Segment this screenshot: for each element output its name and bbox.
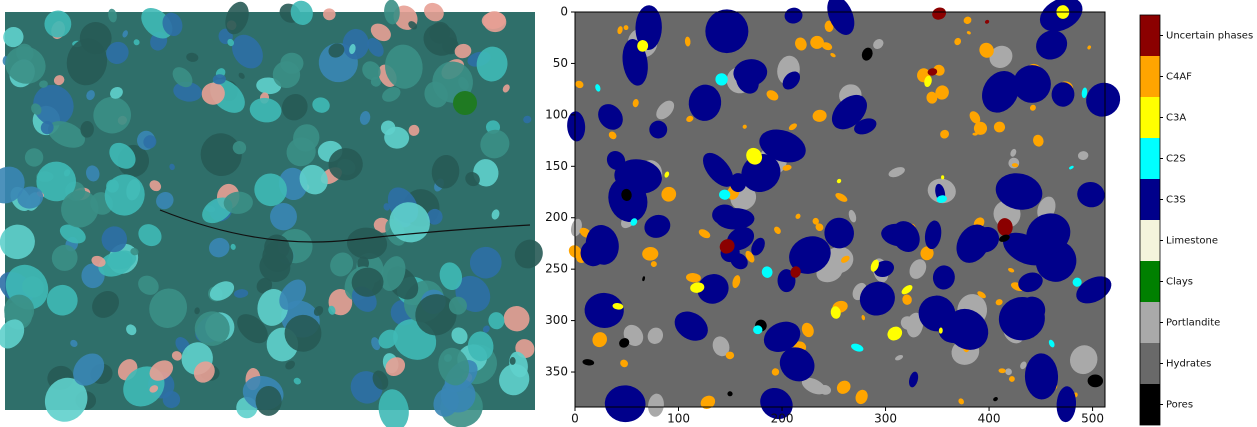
colorbar: Uncertain phases C4AF C3A C2S C3S Limestone Cl… xyxy=(1140,15,1253,425)
x-tick-label: 100 xyxy=(667,412,690,426)
y-tick-label: 100 xyxy=(545,107,568,121)
legend-swatch xyxy=(1140,343,1160,384)
phase-map xyxy=(566,0,1127,425)
micrograph xyxy=(0,0,548,427)
legend-swatch xyxy=(1140,56,1160,97)
figure: 0 100 200 300 400 500 0 50 100 150 200 250 300 350 Un… xyxy=(0,0,1257,427)
phase-region xyxy=(730,173,747,192)
x-tick-label: 300 xyxy=(874,412,897,426)
y-tick-label: 350 xyxy=(545,365,568,379)
x-tick-label: 500 xyxy=(1081,412,1104,426)
y-tick-label: 250 xyxy=(545,262,568,276)
x-tick-label: 400 xyxy=(978,412,1001,426)
legend-label: Pores xyxy=(1166,400,1193,411)
legend-swatch xyxy=(1140,220,1160,261)
grain xyxy=(453,91,477,115)
legend-swatch xyxy=(1140,179,1160,220)
legend-swatch xyxy=(1140,302,1160,343)
legend-swatch xyxy=(1140,97,1160,138)
legend-label: C4AF xyxy=(1166,72,1192,83)
y-tick-label: 150 xyxy=(545,159,568,173)
legend-label: Portlandite xyxy=(1166,318,1220,329)
legend-label: Uncertain phases xyxy=(1166,31,1253,42)
phase-region xyxy=(705,9,748,53)
legend-label: Hydrates xyxy=(1166,359,1211,370)
legend-label: C3S xyxy=(1166,195,1186,206)
legend-swatch xyxy=(1140,15,1160,56)
x-tick-label: 200 xyxy=(771,412,794,426)
y-tick-label: 50 xyxy=(553,56,568,70)
legend-label: C2S xyxy=(1166,154,1186,165)
legend-label: C3A xyxy=(1166,113,1186,124)
y-tick-label: 200 xyxy=(545,210,568,224)
y-tick-label: 0 xyxy=(560,5,568,19)
legend-swatch xyxy=(1140,261,1160,302)
legend-label: Clays xyxy=(1166,277,1193,288)
grain xyxy=(256,386,282,416)
legend-label: Limestone xyxy=(1166,236,1218,247)
x-tick-label: 0 xyxy=(571,412,579,426)
y-tick-label: 300 xyxy=(545,313,568,327)
legend-swatch xyxy=(1140,138,1160,179)
legend-swatch xyxy=(1140,384,1160,425)
